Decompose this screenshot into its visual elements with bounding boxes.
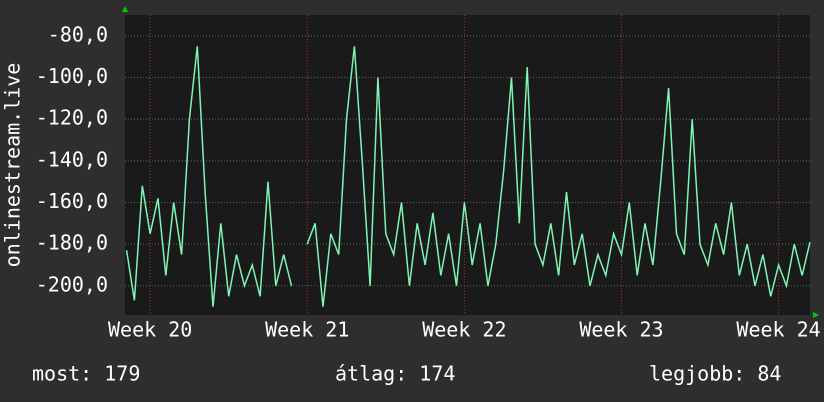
y-tick-label: -200,0 <box>36 272 108 296</box>
y-axis-label: onlinestream.live <box>1 63 25 268</box>
y-arrow <box>122 6 128 12</box>
y-tick-label: -180,0 <box>36 231 108 255</box>
stat-label: legjobb: 84 <box>649 362 781 386</box>
x-arrow <box>813 312 819 318</box>
y-tick-label: -100,0 <box>36 64 108 88</box>
stat-label: átlag: 174 <box>335 362 455 386</box>
y-tick-label: -160,0 <box>36 189 108 213</box>
x-tick-label: Week 21 <box>265 318 349 342</box>
x-tick-label: Week 22 <box>422 318 506 342</box>
y-tick-label: -140,0 <box>36 147 108 171</box>
x-tick-label: Week 20 <box>108 318 192 342</box>
stat-label: most: 179 <box>32 362 140 386</box>
plot-area <box>125 15 810 315</box>
x-tick-label: Week 24 <box>736 318 820 342</box>
data-line <box>125 46 811 307</box>
y-tick-label: -120,0 <box>36 106 108 130</box>
x-tick-label: Week 23 <box>579 318 663 342</box>
y-tick-label: -80,0 <box>48 22 108 46</box>
